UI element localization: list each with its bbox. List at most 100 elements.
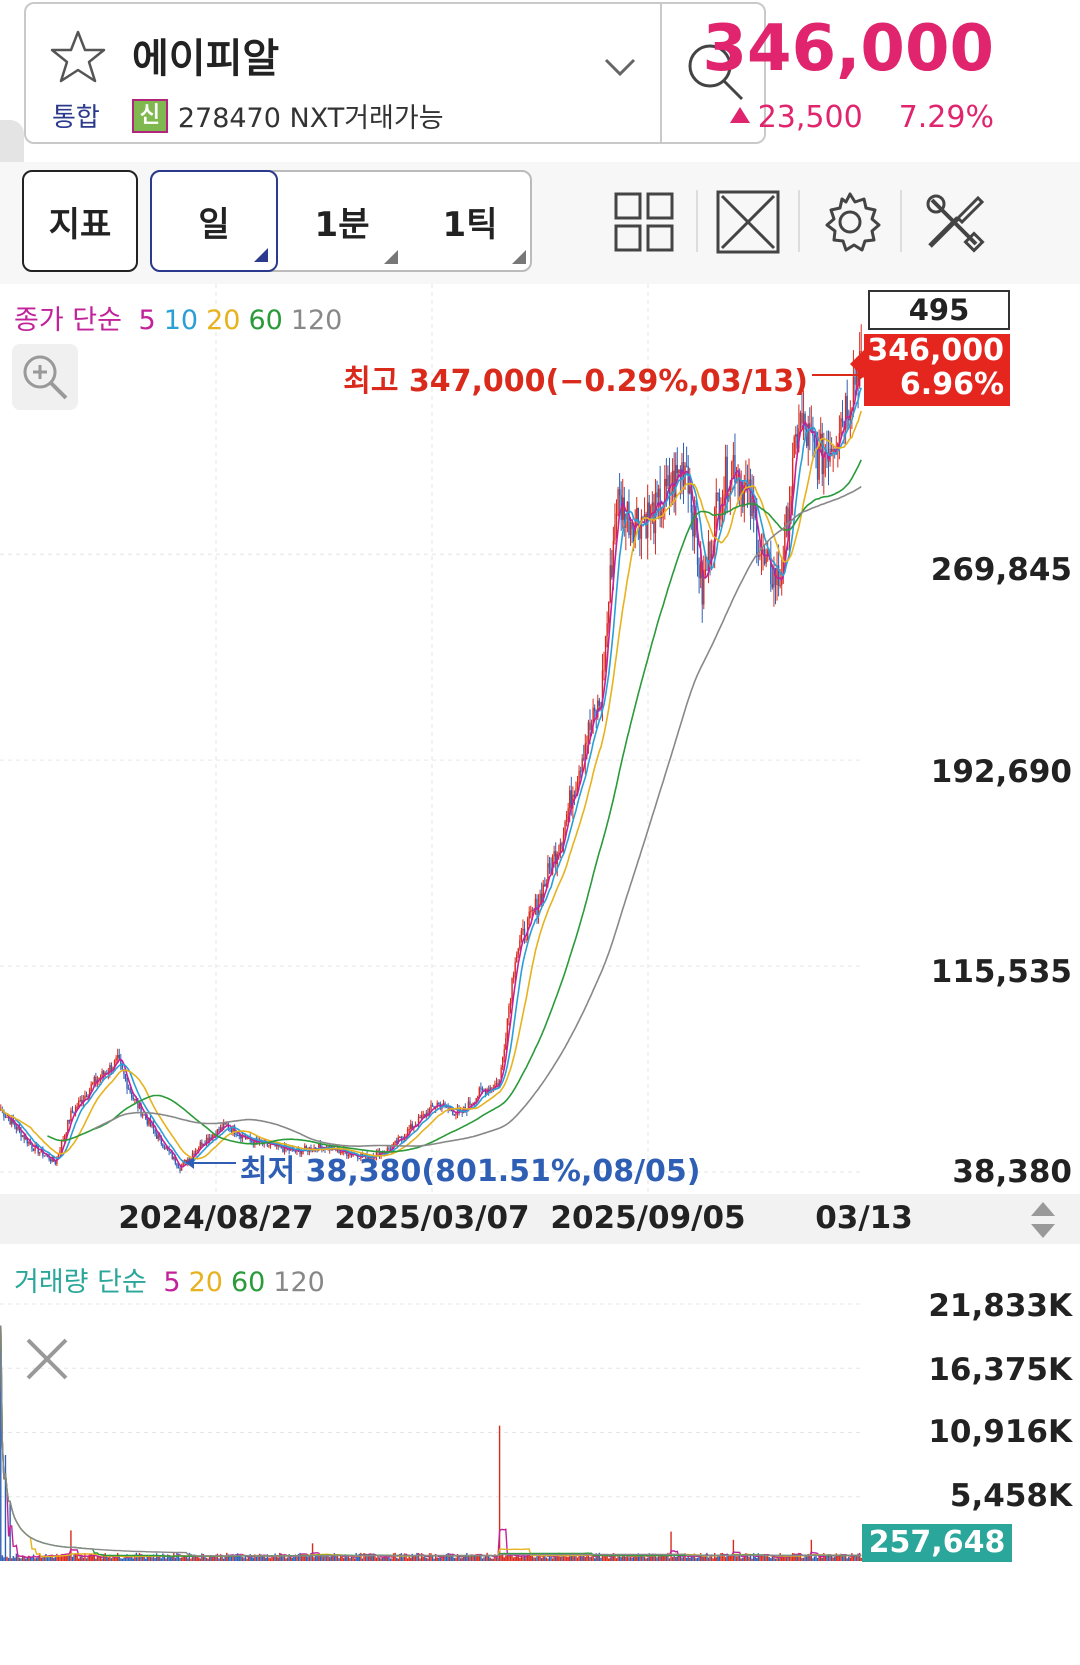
- volume-bar: [137, 1556, 139, 1561]
- volume-bar: [659, 1554, 661, 1561]
- volume-bar: [48, 1555, 50, 1561]
- tools-icon[interactable]: [920, 188, 988, 256]
- volume-bar: [427, 1558, 429, 1561]
- candle-body: [534, 898, 537, 910]
- candle-body: [628, 501, 630, 536]
- volume-bar: [623, 1556, 625, 1561]
- candle-body: [802, 413, 805, 424]
- volume-bar: [565, 1556, 568, 1561]
- volume-bar: [25, 1558, 27, 1561]
- volume-bar: [405, 1553, 407, 1561]
- candle-body: [609, 565, 611, 603]
- star-icon[interactable]: [48, 28, 108, 88]
- volume-bar: [290, 1555, 292, 1561]
- chevron-down-icon[interactable]: [604, 56, 636, 78]
- volume-bar: [660, 1554, 663, 1561]
- candle-body: [547, 863, 549, 884]
- candle-body: [773, 567, 775, 588]
- volume-bar: [397, 1558, 399, 1561]
- volume-bar: [227, 1554, 230, 1561]
- candle-body: [796, 434, 799, 449]
- volume-bar: [96, 1555, 99, 1561]
- volume-bar: [544, 1554, 546, 1561]
- volume-bar: [854, 1556, 856, 1561]
- candle-body: [129, 1089, 131, 1093]
- updown-arrows-icon[interactable]: [1028, 1200, 1058, 1240]
- candle-body: [495, 1083, 498, 1085]
- expand-icon[interactable]: [714, 188, 782, 256]
- volume-bar: [422, 1556, 424, 1561]
- volume-bar: [537, 1555, 540, 1561]
- volume-bar: [247, 1557, 250, 1561]
- volume-bar: [526, 1553, 529, 1561]
- volume-bar: [453, 1557, 456, 1561]
- volume-bar: [145, 1558, 147, 1561]
- grid-layout-icon[interactable]: [610, 188, 678, 256]
- volume-bar: [748, 1556, 750, 1561]
- volume-bar: [257, 1556, 259, 1561]
- volume-ma-legend[interactable]: 거래량 단순 5 20 60 120: [14, 1260, 333, 1299]
- candle-body: [612, 540, 615, 578]
- candle-body: [378, 1150, 381, 1157]
- chart-canvas[interactable]: [0, 284, 1080, 1665]
- volume-bar: [325, 1553, 328, 1561]
- volume-bar: [721, 1552, 724, 1561]
- volume-bar: [235, 1553, 237, 1561]
- close-icon[interactable]: [22, 1334, 72, 1384]
- period-1tick[interactable]: 1틱: [406, 170, 534, 272]
- period-daily[interactable]: 일: [150, 170, 278, 272]
- volume-bar: [784, 1556, 786, 1561]
- indicator-button[interactable]: 지표: [22, 170, 138, 272]
- volume-bar: [171, 1557, 173, 1561]
- volume-bar: [159, 1556, 161, 1561]
- stock-selector[interactable]: 에이피알 통합 신 278470 NXT거래가능: [24, 2, 766, 144]
- volume-bar: [123, 1557, 125, 1561]
- candle-body: [685, 465, 688, 467]
- search-button[interactable]: [660, 4, 766, 142]
- volume-bar: [841, 1556, 844, 1561]
- volume-bar: [442, 1555, 445, 1561]
- volume-bar: [519, 1557, 521, 1561]
- chart-area[interactable]: 종가 단순 5 10 20 60 120 495 346,000 6.96% 최고 34…: [0, 284, 1080, 1665]
- volume-bar: [813, 1556, 816, 1561]
- candle-body: [318, 1143, 320, 1151]
- zoom-in-icon[interactable]: [12, 344, 78, 410]
- candle-body: [126, 1078, 128, 1089]
- candle-body: [846, 395, 848, 419]
- volume-bar: [101, 1558, 103, 1561]
- volume-bar: [272, 1556, 275, 1561]
- legend-prefix: 거래량 단순: [14, 1267, 147, 1298]
- candle-body: [116, 1054, 119, 1058]
- candle-body: [795, 434, 797, 437]
- volume-bar: [762, 1554, 764, 1561]
- volume-bar: [514, 1556, 516, 1561]
- volume-bar: [601, 1555, 604, 1561]
- price-ma-legend[interactable]: 종가 단순 5 10 20 60 120: [14, 298, 350, 337]
- volume-bar: [497, 1558, 499, 1561]
- volume-bar: [749, 1555, 752, 1561]
- candle-body: [491, 1087, 493, 1089]
- candle-body: [497, 1083, 499, 1087]
- candle-body: [238, 1135, 240, 1137]
- volume-bar: [821, 1557, 823, 1561]
- settings-gear-icon[interactable]: [816, 188, 884, 256]
- volume-bar: [766, 1554, 769, 1561]
- candle-body: [162, 1143, 164, 1148]
- date-axis[interactable]: 2024/08/27 2025/03/07 2025/09/05 03/13: [0, 1194, 1080, 1244]
- volume-bar: [676, 1556, 678, 1561]
- candle-body: [689, 486, 691, 494]
- period-1min[interactable]: 1분: [278, 170, 406, 272]
- candle-body: [640, 517, 643, 539]
- volume-bar: [251, 1555, 253, 1561]
- volume-bar: [266, 1554, 269, 1561]
- volume-bar: [190, 1558, 192, 1561]
- candle-body: [508, 1006, 510, 1019]
- volume-bar: [564, 1554, 566, 1561]
- credit-badge: 신: [131, 98, 168, 133]
- candle-body: [592, 707, 594, 725]
- candle-body: [738, 473, 741, 496]
- candle-body: [346, 1151, 348, 1156]
- volume-bar: [380, 1558, 382, 1561]
- ma5-line: [0, 368, 862, 1168]
- volume-bar: [466, 1552, 468, 1561]
